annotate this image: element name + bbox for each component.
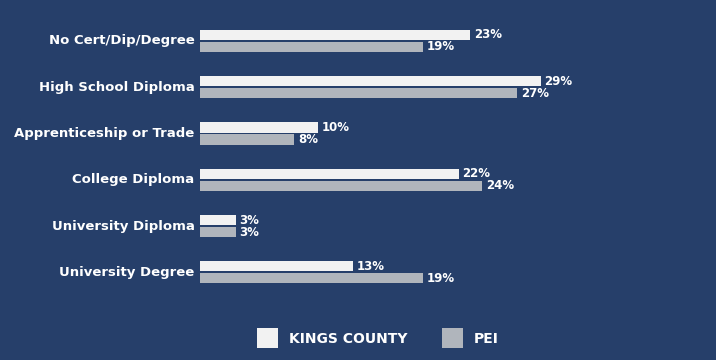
- Text: 8%: 8%: [298, 133, 318, 146]
- Text: 24%: 24%: [485, 179, 514, 192]
- Bar: [200, 261, 353, 271]
- Bar: [200, 30, 470, 40]
- Bar: [200, 88, 517, 98]
- Bar: [200, 273, 423, 283]
- Bar: [200, 168, 459, 179]
- Text: College Diploma: College Diploma: [72, 173, 195, 186]
- Text: 10%: 10%: [321, 121, 349, 134]
- Bar: [200, 76, 541, 86]
- Text: No Cert/Dip/Degree: No Cert/Dip/Degree: [49, 35, 195, 48]
- Legend: KINGS COUNTY, PEI: KINGS COUNTY, PEI: [257, 328, 499, 348]
- Text: 13%: 13%: [357, 260, 384, 273]
- Bar: [200, 134, 294, 145]
- Bar: [200, 181, 482, 191]
- Bar: [200, 42, 423, 52]
- Text: 19%: 19%: [427, 272, 455, 285]
- Bar: [200, 215, 236, 225]
- Text: 3%: 3%: [239, 226, 259, 239]
- Text: 22%: 22%: [462, 167, 490, 180]
- Text: University Degree: University Degree: [59, 266, 195, 279]
- Text: 23%: 23%: [474, 28, 502, 41]
- Bar: [200, 227, 236, 237]
- Text: 29%: 29%: [544, 75, 572, 87]
- Text: 3%: 3%: [239, 213, 259, 226]
- Text: 27%: 27%: [521, 87, 549, 100]
- Text: Apprenticeship or Trade: Apprenticeship or Trade: [14, 127, 195, 140]
- Bar: [200, 122, 318, 132]
- Text: High School Diploma: High School Diploma: [39, 81, 195, 94]
- Text: 19%: 19%: [427, 40, 455, 53]
- Text: University Diploma: University Diploma: [52, 220, 195, 233]
